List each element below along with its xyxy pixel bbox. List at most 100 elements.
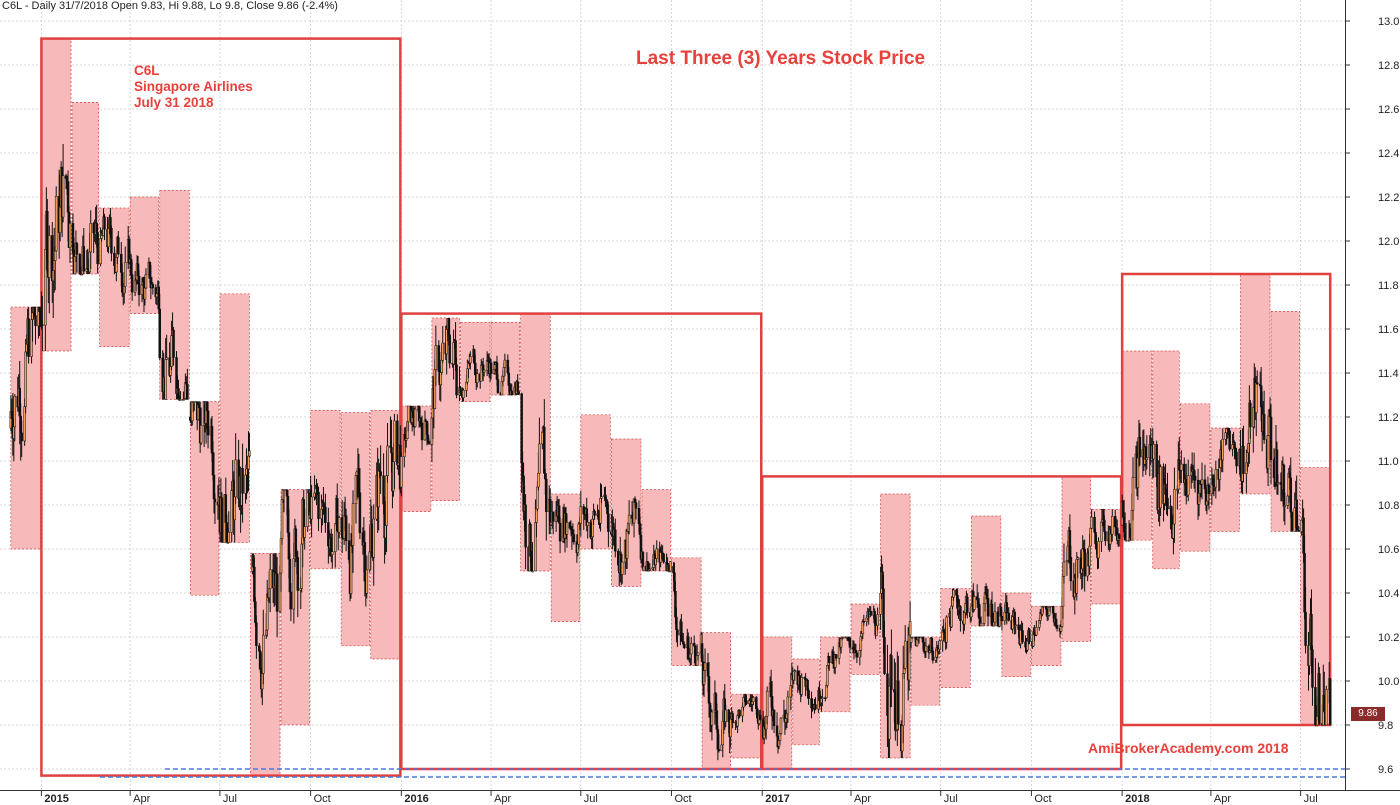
- candle-body: [800, 677, 803, 695]
- candle-body: [738, 709, 741, 717]
- candle-body: [165, 357, 168, 360]
- candle-body: [1255, 382, 1258, 413]
- candle-body: [855, 652, 859, 658]
- candle-body: [186, 383, 189, 400]
- monthly-range-box: [970, 515, 1002, 627]
- candle-body: [234, 459, 237, 498]
- candle-body: [220, 497, 224, 543]
- y-tick-label: 10.0: [1378, 676, 1399, 688]
- candle-body: [230, 490, 233, 533]
- candle-body: [1097, 541, 1100, 559]
- candle-body: [979, 623, 983, 627]
- chart-title: Last Three (3) Years Stock Price: [636, 48, 926, 69]
- candle-body: [545, 478, 548, 512]
- x-tick-label: Oct: [314, 793, 331, 805]
- candle-body: [765, 690, 769, 717]
- candle-body: [1131, 477, 1135, 511]
- last-price-label: 9.86: [1351, 707, 1385, 721]
- x-tick-label: Jul: [584, 793, 598, 805]
- candle-body: [908, 621, 912, 636]
- candle-body: [489, 362, 493, 374]
- candle-body: [275, 573, 279, 612]
- candle-body: [296, 557, 300, 591]
- candle-body: [759, 714, 762, 720]
- x-tick-label: Oct: [675, 793, 692, 805]
- candle-body: [1311, 649, 1314, 688]
- candle-body: [945, 616, 948, 643]
- candle-body: [317, 492, 320, 520]
- candle-body: [894, 691, 897, 731]
- candle-body: [110, 227, 113, 254]
- candle-body: [448, 334, 451, 364]
- candle-body: [1283, 505, 1287, 507]
- candle-body: [206, 410, 210, 436]
- candle-body: [993, 611, 997, 623]
- candle-body: [1000, 616, 1004, 622]
- candle-body: [996, 611, 1000, 627]
- y-tick-label: 11.2: [1378, 412, 1399, 424]
- candle-body: [68, 223, 72, 248]
- candle-body: [798, 675, 801, 691]
- candle-body: [248, 450, 251, 457]
- candle-body: [406, 405, 410, 423]
- candle-body: [164, 359, 167, 400]
- candle-body: [99, 238, 102, 265]
- candle-body: [400, 456, 403, 488]
- candle-body: [282, 489, 286, 491]
- candle-body: [950, 605, 953, 628]
- candle-body: [883, 637, 886, 674]
- candle-body: [924, 645, 928, 652]
- candle-body: [662, 553, 665, 563]
- candle-body: [427, 440, 431, 445]
- candle-body: [140, 284, 144, 296]
- candle-body: [1166, 497, 1169, 510]
- candle-body: [1310, 613, 1313, 650]
- candle-body: [1028, 629, 1031, 642]
- candle-body: [1242, 445, 1245, 474]
- candle-body: [752, 697, 755, 702]
- candle-body: [396, 420, 399, 466]
- candle-body: [890, 655, 893, 690]
- candle-body: [775, 725, 779, 737]
- candle-body: [1214, 469, 1218, 488]
- candle-body: [1207, 484, 1211, 495]
- candle-body: [1193, 475, 1197, 481]
- candle-body: [1180, 463, 1183, 471]
- candle-body: [1048, 605, 1052, 608]
- candle-body: [462, 390, 465, 398]
- candle-body: [130, 274, 134, 293]
- candle-body: [1088, 545, 1091, 567]
- candle-body: [724, 709, 727, 722]
- stock-annotation: C6L Singapore Airlines July 31 2018: [134, 63, 253, 111]
- candle-body: [1262, 413, 1266, 440]
- candle-body: [876, 614, 879, 626]
- candle-body: [117, 237, 120, 255]
- y-tick-label: 12.2: [1378, 192, 1399, 204]
- candle-body: [696, 652, 700, 656]
- candle-body: [814, 704, 817, 710]
- candle-body: [772, 709, 776, 727]
- candle-body: [20, 432, 23, 442]
- watermark: AmiBrokerAcademy.com 2018: [1088, 740, 1289, 756]
- candle-body: [137, 275, 141, 296]
- candle-body: [365, 569, 369, 594]
- candle-body: [625, 531, 629, 559]
- candle-body: [1276, 482, 1280, 485]
- candle-body: [27, 318, 30, 357]
- candle-body: [103, 216, 106, 230]
- candle-body: [869, 610, 872, 616]
- candle-body: [786, 696, 790, 715]
- x-tick-label: Jul: [223, 793, 237, 805]
- daily-candles: [9, 144, 1332, 761]
- candle-body: [972, 596, 976, 610]
- candle-body: [1249, 402, 1252, 428]
- candle-body: [1069, 557, 1073, 582]
- annotation-ticker: C6L: [134, 63, 160, 78]
- x-tick-label: Jul: [1304, 793, 1318, 805]
- candle-body: [586, 521, 589, 526]
- candle-body: [627, 514, 631, 525]
- candle-body: [53, 250, 57, 261]
- candle-body: [1104, 531, 1107, 542]
